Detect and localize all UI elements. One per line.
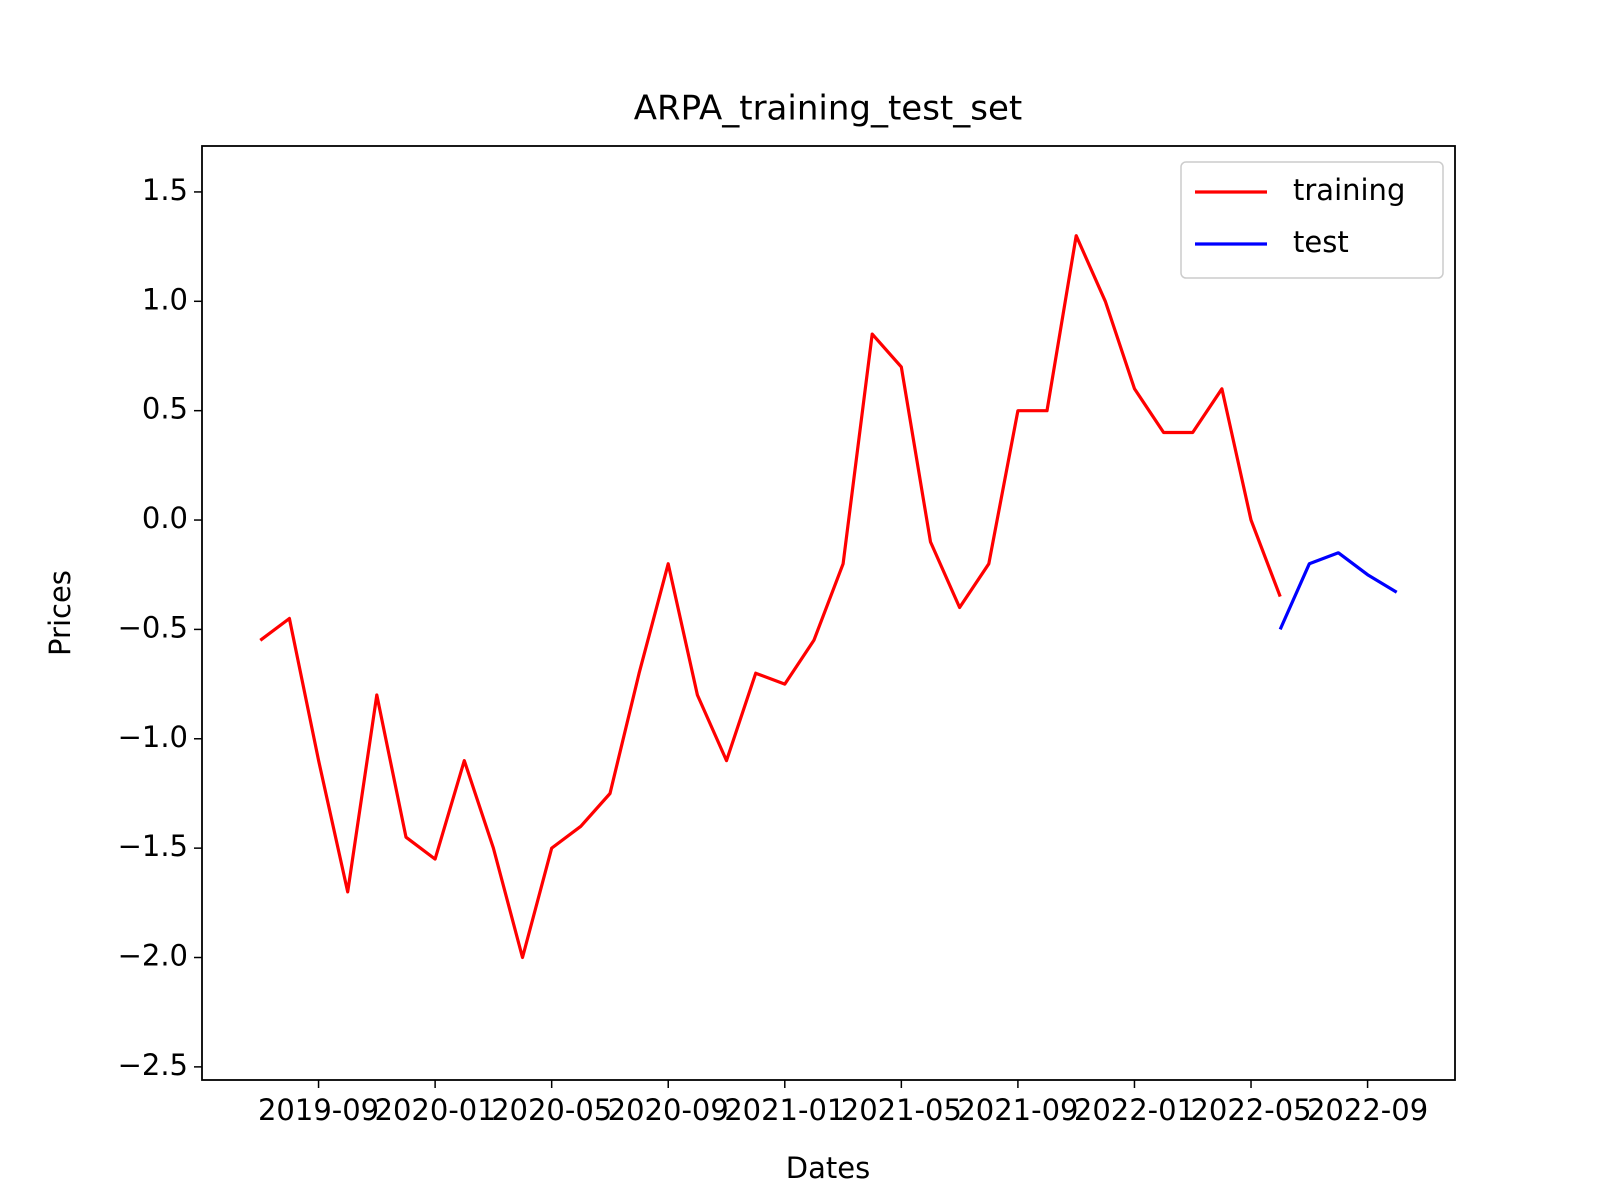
- x-tick-label: 2020-09: [608, 1093, 729, 1127]
- y-tick-label: 0.0: [142, 501, 188, 535]
- x-tick-label: 2021-01: [724, 1093, 845, 1127]
- x-tick-label: 2020-05: [491, 1093, 612, 1127]
- x-tick-label: 2022-09: [1307, 1093, 1428, 1127]
- plot-frame: [201, 145, 1456, 1081]
- legend-label: training: [1293, 173, 1405, 207]
- x-tick-label: 2019-09: [258, 1093, 379, 1127]
- x-axis-label: Dates: [786, 1151, 870, 1185]
- y-tick-label: −1.0: [118, 720, 188, 754]
- y-tick-label: −2.5: [118, 1048, 188, 1082]
- x-tick-label: 2020-01: [375, 1093, 496, 1127]
- y-axis-label: Prices: [43, 570, 77, 656]
- y-tick-label: 1.5: [142, 173, 188, 207]
- x-tick-label: 2022-01: [1074, 1093, 1195, 1127]
- y-tick-label: −0.5: [118, 610, 188, 644]
- x-tick-label: 2021-05: [841, 1093, 962, 1127]
- y-tick-label: 1.0: [142, 282, 188, 316]
- y-tick-label: 0.5: [142, 392, 188, 426]
- chart-title: ARPA_training_test_set: [634, 89, 1022, 129]
- y-tick-label: −2.0: [118, 939, 188, 973]
- y-tick-label: −1.5: [118, 829, 188, 863]
- x-tick-label: 2021-09: [957, 1093, 1078, 1127]
- line-test: [1278, 551, 1398, 631]
- x-tick-label: 2022-05: [1190, 1093, 1311, 1127]
- line-training: [259, 234, 1282, 960]
- legend-label: test: [1293, 225, 1349, 259]
